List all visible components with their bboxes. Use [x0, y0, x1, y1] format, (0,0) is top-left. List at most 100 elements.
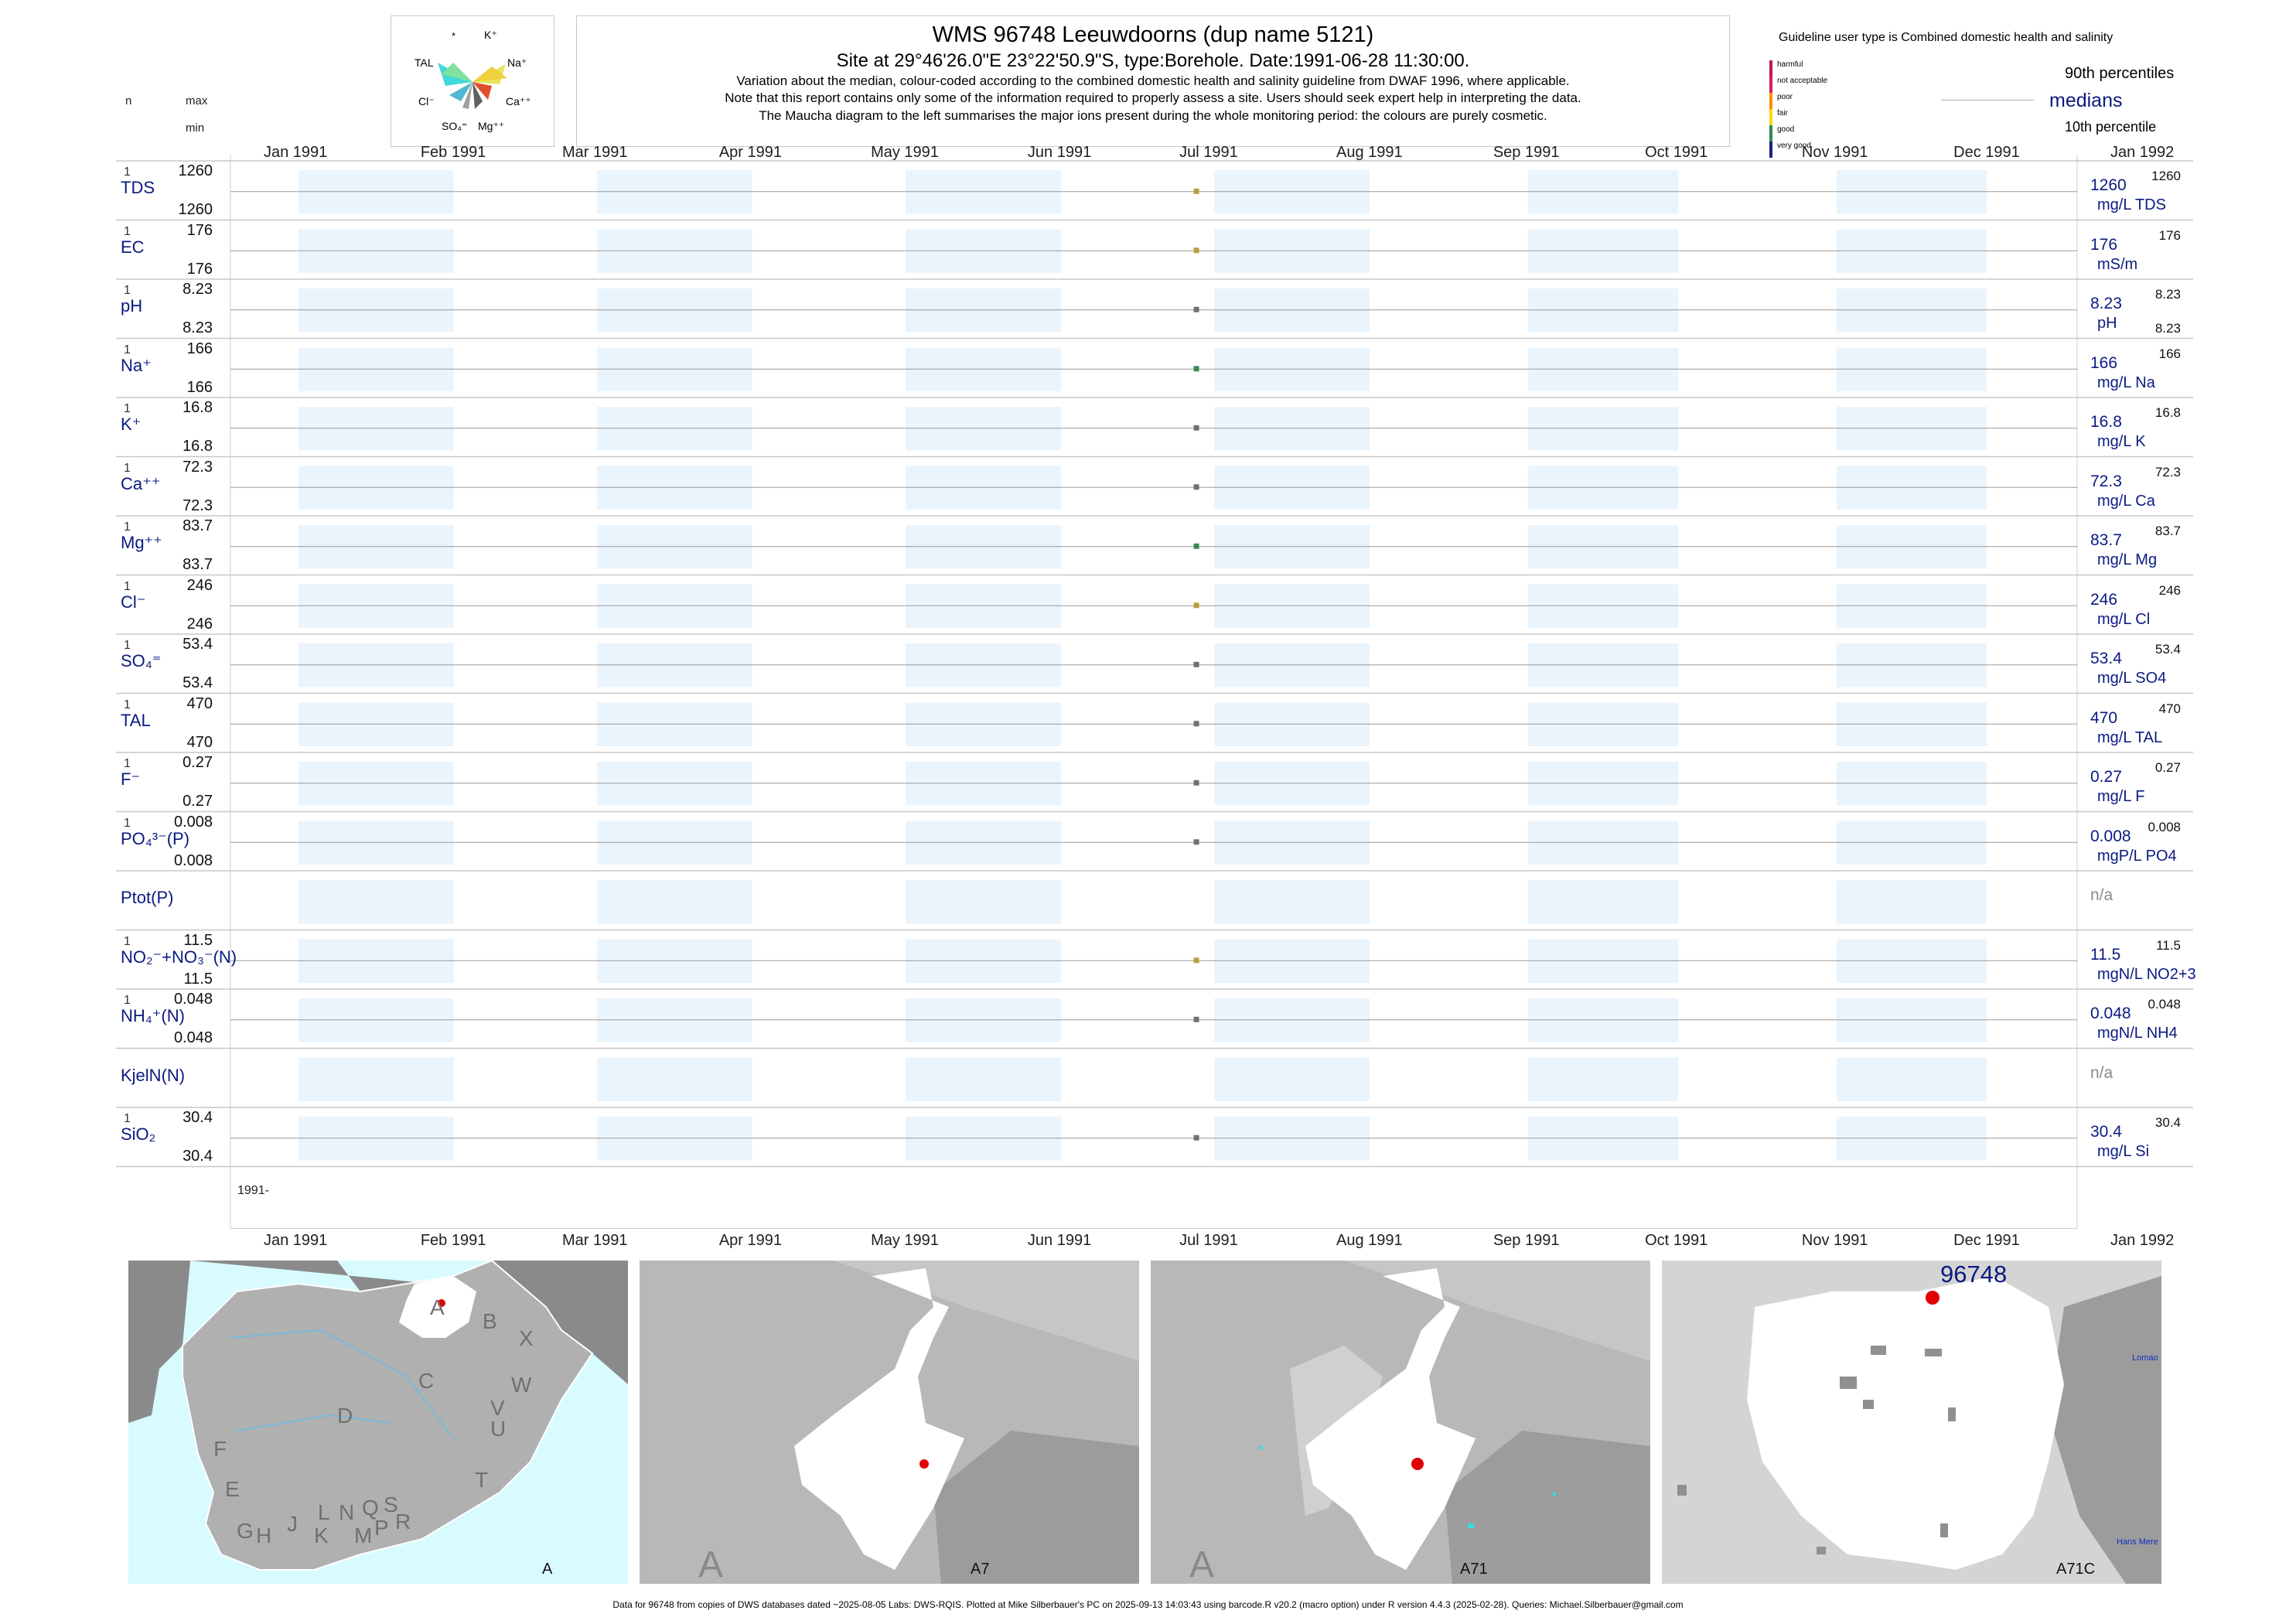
variable-name-3: Na⁺: [121, 355, 152, 375]
note-line-1: Variation about the median, colour-coded…: [736, 73, 1570, 88]
month-band: [1836, 1057, 1987, 1101]
max-header: max: [186, 94, 208, 107]
n-value-3: 1: [124, 343, 131, 357]
n-value-7: 1: [124, 579, 131, 593]
map-a7-label: A7: [971, 1561, 990, 1578]
map-a71-big-letter: A: [1189, 1544, 1215, 1584]
n-value-9: 1: [124, 698, 131, 711]
variable-name-1: EC: [121, 237, 145, 257]
max-value-11: 0.008: [173, 813, 213, 831]
map-a71c-place-1: Lomao: [2132, 1353, 2158, 1363]
site-subtitle: Site at 29°46'26.0"E 23°22'50.9"S, type:…: [836, 50, 1470, 71]
map-a7-drawing: [640, 1261, 1139, 1584]
p90-value-5: 72.3: [2154, 464, 2181, 479]
bottom-tick-label-8: Sep 1991: [1493, 1231, 1560, 1249]
median-value-9: 470: [2090, 708, 2118, 727]
n-value-14: 1: [124, 994, 131, 1007]
top-tick-label-12: Jan 1992: [2110, 144, 2175, 161]
median-value-0: 1260: [2090, 176, 2127, 194]
min-value-10: 0.27: [183, 793, 213, 810]
max-value-4: 16.8: [183, 399, 213, 416]
map-region-N: N: [339, 1500, 355, 1524]
median-value-10: 0.27: [2090, 768, 2122, 786]
month-band: [597, 880, 752, 924]
min-value-13: 11.5: [183, 970, 213, 988]
variable-name-12: Ptot(P): [121, 888, 174, 907]
map-a71c-place-2: Hans Mere: [2117, 1537, 2158, 1547]
unit-5: mg/L Ca: [2097, 492, 2155, 510]
median-value-2: 8.23: [2090, 295, 2122, 312]
bottom-tick-label-2: Mar 1991: [562, 1231, 628, 1249]
p10-value-2: 8.23: [2154, 321, 2181, 336]
chart-labels: TDS 1 1260 1260 1260 mg/L TDS 1260 EC 1 176 176 176…: [121, 144, 2196, 1249]
map-region-D: D: [337, 1404, 353, 1428]
map-a71-label: A71: [1460, 1561, 1488, 1578]
month-band: [597, 1057, 752, 1101]
top-tick-label-1: Feb 1991: [420, 144, 486, 161]
data-point-7: [1193, 602, 1199, 609]
variable-name-11: PO₄³⁻(P): [121, 828, 190, 848]
max-value-5: 72.3: [183, 458, 213, 476]
maucha-label-ca: Ca⁺⁺: [506, 95, 531, 107]
legend-median: medians: [2049, 90, 2123, 111]
map-a7-big-letter: A: [698, 1544, 724, 1584]
top-tick-label-7: Aug 1991: [1336, 144, 1403, 161]
legend-p90: 90th percentiles: [2065, 65, 2175, 82]
month-band: [1527, 1057, 1679, 1101]
map-region-A: A: [430, 1295, 445, 1319]
month-band: [1214, 1057, 1370, 1101]
min-value-2: 8.23: [183, 319, 213, 336]
n-value-10: 1: [124, 757, 131, 770]
legend-title: Guideline user type is Combined domestic…: [1779, 31, 2113, 44]
unit-14: mgN/L NH4: [2097, 1025, 2178, 1042]
data-point-9: [1193, 721, 1199, 727]
legend-swatch-5: [1769, 142, 1772, 158]
maucha-label-k: K⁺: [484, 29, 497, 41]
n-value-16: 1: [124, 1112, 131, 1125]
n-value-2: 1: [124, 284, 131, 297]
n-header: n: [125, 94, 132, 107]
unit-11: mgP/L PO4: [2097, 847, 2177, 865]
legend-swatch-4: [1769, 125, 1772, 142]
median-value-15: n/a: [2090, 1063, 2113, 1082]
map-region-R: R: [395, 1510, 411, 1534]
median-value-8: 53.4: [2090, 650, 2122, 667]
legend-swatch-0: [1769, 60, 1772, 77]
legend-item-5: very good: [1777, 142, 1811, 150]
map-region-H: H: [256, 1523, 272, 1547]
data-point-5: [1193, 484, 1199, 490]
median-value-14: 0.048: [2090, 1005, 2131, 1022]
n-value-0: 1: [124, 165, 131, 179]
top-tick-label-5: Jun 1991: [1027, 144, 1092, 161]
bottom-tick-label-7: Aug 1991: [1336, 1231, 1403, 1249]
n-value-13: 1: [124, 934, 131, 948]
data-point-14: [1193, 1016, 1199, 1022]
p90-value-4: 16.8: [2154, 405, 2181, 420]
map-region-G: G: [237, 1519, 254, 1543]
map-region-E: E: [225, 1477, 240, 1501]
maucha-label-tal: TAL: [415, 56, 434, 69]
top-tick-label-11: Dec 1991: [1953, 144, 2020, 161]
p90-value-1: 176: [2158, 227, 2181, 243]
p90-value-14: 0.048: [2148, 997, 2181, 1012]
legend-swatch-3: [1769, 109, 1772, 125]
data-point-3: [1193, 366, 1199, 372]
max-value-7: 246: [186, 576, 213, 594]
bottom-tick-label-9: Oct 1991: [1645, 1231, 1708, 1249]
p90-value-10: 0.27: [2154, 760, 2181, 775]
p90-value-3: 166: [2158, 346, 2181, 361]
max-value-10: 0.27: [183, 754, 213, 771]
p90-value-7: 246: [2158, 582, 2181, 598]
median-value-12: n/a: [2090, 886, 2113, 904]
bottom-tick-label-3: Apr 1991: [718, 1231, 782, 1249]
maucha-diagram-box: * K⁺ TAL Na⁺ Cl⁻ Ca⁺⁺ SO₄⁼ Mg⁺⁺: [391, 15, 554, 147]
min-value-8: 53.4: [183, 674, 213, 691]
bottom-tick-label-4: May 1991: [871, 1231, 939, 1249]
min-value-16: 30.4: [183, 1148, 213, 1165]
data-point-11: [1193, 839, 1199, 845]
unit-1: mS/m: [2097, 255, 2138, 273]
map-region-L: L: [318, 1500, 330, 1524]
map-region-S: S: [384, 1493, 398, 1517]
variable-name-8: SO₄⁼: [121, 651, 162, 670]
map-south-africa-label: A: [542, 1561, 553, 1578]
